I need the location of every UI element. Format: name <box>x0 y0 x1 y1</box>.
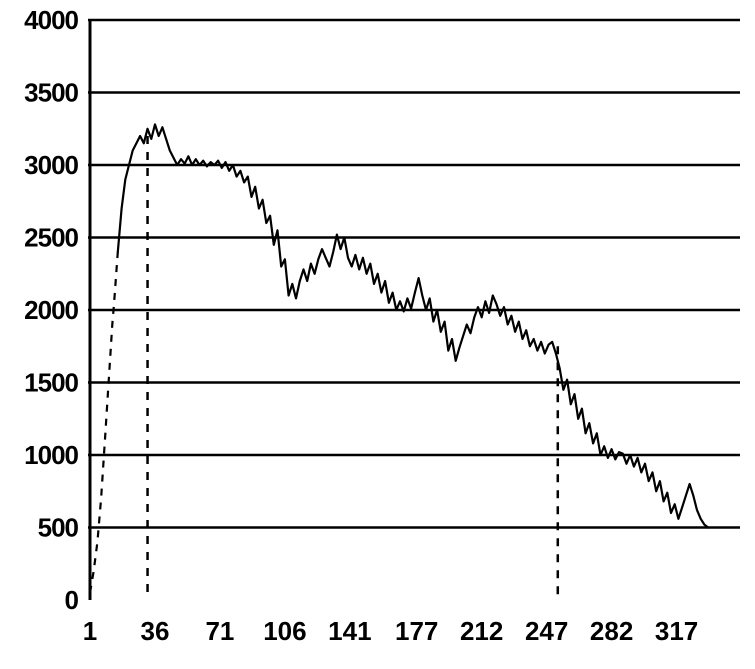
y-tick-label: 1000 <box>24 440 78 470</box>
x-tick-label: 247 <box>525 616 568 646</box>
x-tick-label: 106 <box>263 616 306 646</box>
x-tick-label: 177 <box>395 616 438 646</box>
y-tick-label: 2500 <box>24 223 78 253</box>
series-main-line <box>118 124 708 527</box>
chart-svg: 0 500 1000 1500 2000 2500 3000 3500 4000 1 36 71 106… <box>0 0 755 669</box>
line-chart: 0 500 1000 1500 2000 2500 3000 3500 4000 1 36 71 106… <box>0 0 755 669</box>
y-tick-label: 500 <box>38 513 79 543</box>
x-tick-label: 317 <box>655 616 698 646</box>
x-tick-label: 1 <box>83 616 97 646</box>
y-tick-label: 4000 <box>24 5 78 35</box>
x-tick-label: 141 <box>328 616 371 646</box>
x-tick-label: 36 <box>141 616 170 646</box>
y-tick-label: 0 <box>65 585 79 615</box>
y-tick-label: 3500 <box>24 78 78 108</box>
y-tick-label: 1500 <box>24 368 78 398</box>
series-lead-dashed <box>90 252 118 593</box>
x-tick-label: 282 <box>590 616 633 646</box>
x-tick-label: 212 <box>460 616 503 646</box>
y-tick-label: 3000 <box>24 150 78 180</box>
y-tick-label: 2000 <box>24 295 78 325</box>
x-tick-label: 71 <box>205 616 234 646</box>
